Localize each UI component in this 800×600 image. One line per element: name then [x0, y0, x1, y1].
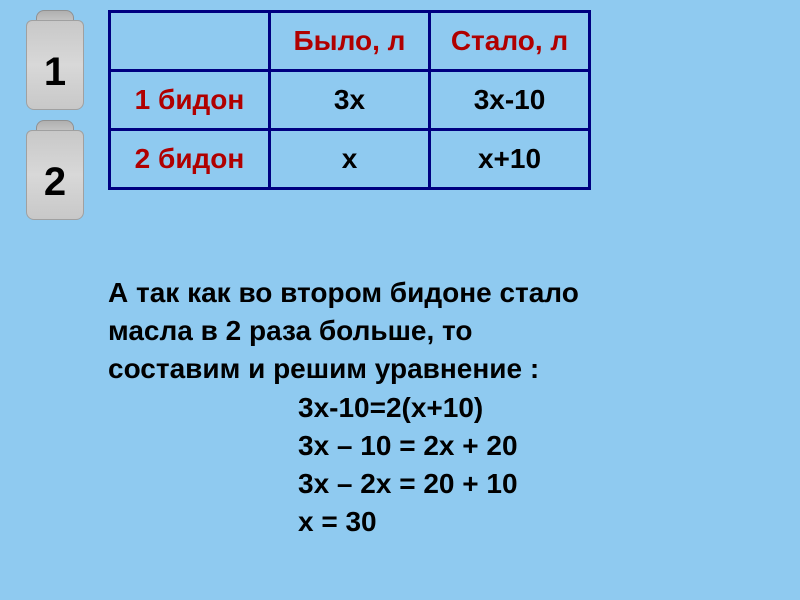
- header-was: Было, л: [270, 12, 430, 71]
- row2-was: х: [270, 130, 430, 189]
- explanation-text: А так как во втором бидоне стало масла в…: [108, 274, 760, 541]
- explanation-line1: А так как во втором бидоне стало: [108, 277, 579, 308]
- equation-block: 3х-10=2(х+10) 3х – 10 = 2х + 20 3х – 2х …: [298, 389, 760, 540]
- canister-number-2: 2: [24, 160, 86, 205]
- equation-line-3: 3х – 2х = 20 + 10: [298, 465, 760, 503]
- row1-label: 1 бидон: [110, 71, 270, 130]
- canister-number-1: 1: [24, 50, 86, 95]
- row1-was: 3х: [270, 71, 430, 130]
- explanation-line2: масла в 2 раза больше, то: [108, 315, 473, 346]
- header-became: Стало, л: [430, 12, 590, 71]
- row1-became: 3х-10: [430, 71, 590, 130]
- equation-line-4: х = 30: [298, 503, 760, 541]
- cell-empty: [110, 12, 270, 71]
- table-row: 2 бидон х х+10: [110, 130, 590, 189]
- explanation-line3: составим и решим уравнение :: [108, 353, 539, 384]
- table-row: Было, л Стало, л: [110, 12, 590, 71]
- canister-2: 2: [24, 120, 86, 220]
- row2-label: 2 бидон: [110, 130, 270, 189]
- row2-became: х+10: [430, 130, 590, 189]
- equation-line-1: 3х-10=2(х+10): [298, 389, 760, 427]
- table-row: 1 бидон 3х 3х-10: [110, 71, 590, 130]
- equation-line-2: 3х – 10 = 2х + 20: [298, 427, 760, 465]
- canister-1: 1: [24, 10, 86, 110]
- data-table: Было, л Стало, л 1 бидон 3х 3х-10 2 бидо…: [108, 10, 591, 190]
